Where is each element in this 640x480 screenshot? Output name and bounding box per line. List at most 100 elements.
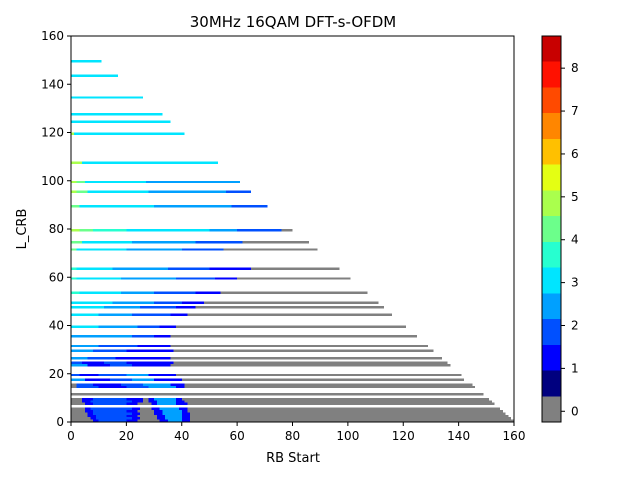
heatmap-cell	[148, 385, 177, 389]
heatmap-cell	[170, 383, 185, 386]
x-tick-label: 140	[447, 429, 470, 443]
heatmap-cell	[71, 409, 85, 413]
heatmap-cell	[165, 417, 182, 420]
heatmap-cell	[176, 373, 462, 377]
colorbar-swatch	[542, 61, 561, 88]
x-tick-label: 60	[229, 429, 244, 443]
heatmap-cell	[84, 407, 91, 410]
colorbar: 0 1 2 3 4 5 6 7 8	[541, 35, 579, 423]
heatmap-cell	[71, 349, 94, 353]
heatmap-cell	[170, 356, 443, 360]
heatmap-cell	[173, 349, 434, 353]
heatmap-cell	[71, 113, 163, 116]
heatmap-cell	[71, 241, 83, 244]
heatmap-cell	[154, 378, 182, 381]
heatmap-cell	[82, 241, 132, 244]
heatmap-cell	[231, 204, 268, 208]
y-axis-label: L_CRB	[15, 209, 30, 250]
heatmap-cell	[109, 378, 132, 381]
heatmap-cell	[156, 414, 166, 418]
colorbar-swatch	[542, 344, 561, 371]
heatmap-cell	[154, 356, 171, 360]
heatmap-cell	[187, 409, 503, 413]
heatmap-cell	[176, 400, 185, 403]
colorbar-swatch	[542, 87, 561, 114]
heatmap-cell	[190, 412, 506, 415]
heatmap-cell	[237, 229, 282, 232]
colorbar-tick-label: 1	[571, 361, 579, 375]
heatmap-cell	[87, 412, 94, 415]
heatmap-cell	[98, 325, 138, 328]
heatmap-cell	[154, 291, 196, 295]
heatmap-cell	[140, 412, 155, 415]
heatmap-cell	[71, 325, 99, 328]
heatmap-cells	[71, 60, 514, 422]
heatmap-cell	[159, 349, 174, 353]
heatmap-cell	[71, 361, 83, 365]
heatmap-cell	[84, 409, 94, 413]
y-tick-label: 20	[49, 367, 64, 381]
heatmap-cell	[126, 349, 160, 353]
heatmap-cell	[176, 277, 215, 280]
heatmap-cell	[71, 397, 83, 401]
heatmap-cell	[71, 161, 83, 164]
heatmap-cell	[71, 383, 77, 386]
heatmap-cell	[115, 356, 155, 360]
y-tick-label: 120	[41, 126, 64, 140]
colorbar-ticks: 0 1 2 3 4 5 6 7 8	[561, 61, 579, 418]
heatmap-cell	[184, 400, 492, 403]
heatmap-cell	[71, 301, 113, 304]
heatmap-cell	[151, 402, 157, 406]
y-axis: 0 20 40 60 80 100 120 140 160	[41, 29, 71, 429]
heatmap-cell	[223, 248, 318, 251]
colorbar-tick-label: 8	[571, 61, 579, 75]
heatmap-cell	[126, 409, 138, 413]
heatmap-cell	[154, 301, 182, 304]
heatmap-cell	[84, 378, 110, 381]
heatmap-cell	[181, 409, 188, 413]
heatmap-cell	[156, 402, 177, 406]
heatmap-cell	[98, 419, 127, 422]
heatmap-cell	[87, 190, 149, 193]
heatmap-cell	[126, 248, 182, 251]
heatmap-cell	[162, 409, 182, 413]
heatmap-cell	[93, 335, 132, 338]
heatmap-cell	[104, 361, 127, 365]
heatmap-cell	[71, 344, 99, 348]
heatmap-cell	[71, 204, 80, 208]
heatmap-cell	[126, 397, 143, 401]
colorbar-tick-label: 3	[571, 276, 579, 290]
heatmap-cell	[79, 204, 155, 208]
heatmap-cell	[76, 248, 127, 251]
heatmap-cell	[209, 229, 238, 232]
heatmap-cell	[181, 301, 204, 304]
heatmap-cell	[71, 306, 105, 309]
heatmap-cell	[87, 414, 96, 418]
colorbar-tick-label: 4	[571, 233, 579, 247]
heatmap-cell	[126, 385, 149, 389]
heatmap-cell	[167, 267, 210, 271]
heatmap-cell	[148, 400, 157, 403]
heatmap-cell	[176, 325, 407, 328]
colorbar-swatch	[542, 267, 561, 294]
heatmap-cell	[195, 241, 243, 244]
heatmap-cell	[71, 313, 99, 316]
heatmap-cell	[76, 277, 121, 280]
heatmap-cell	[145, 180, 240, 184]
heatmap-cell	[98, 385, 127, 389]
colorbar-swatch	[542, 293, 561, 320]
y-tick-label: 80	[49, 222, 64, 236]
heatmap-cell	[181, 419, 191, 422]
heatmap-cell	[181, 414, 191, 418]
heatmap-cell	[71, 393, 484, 396]
heatmap-cell	[142, 397, 149, 401]
heatmap-cell	[154, 409, 163, 413]
heatmap-cell	[93, 412, 132, 415]
heatmap-cell	[71, 277, 77, 280]
heatmap-cell	[170, 344, 429, 348]
y-tick-label: 140	[41, 77, 64, 91]
heatmap-cell	[181, 378, 465, 381]
heatmap-cell	[190, 414, 509, 418]
heatmap-cell	[187, 407, 501, 410]
x-tick-label: 80	[285, 429, 300, 443]
